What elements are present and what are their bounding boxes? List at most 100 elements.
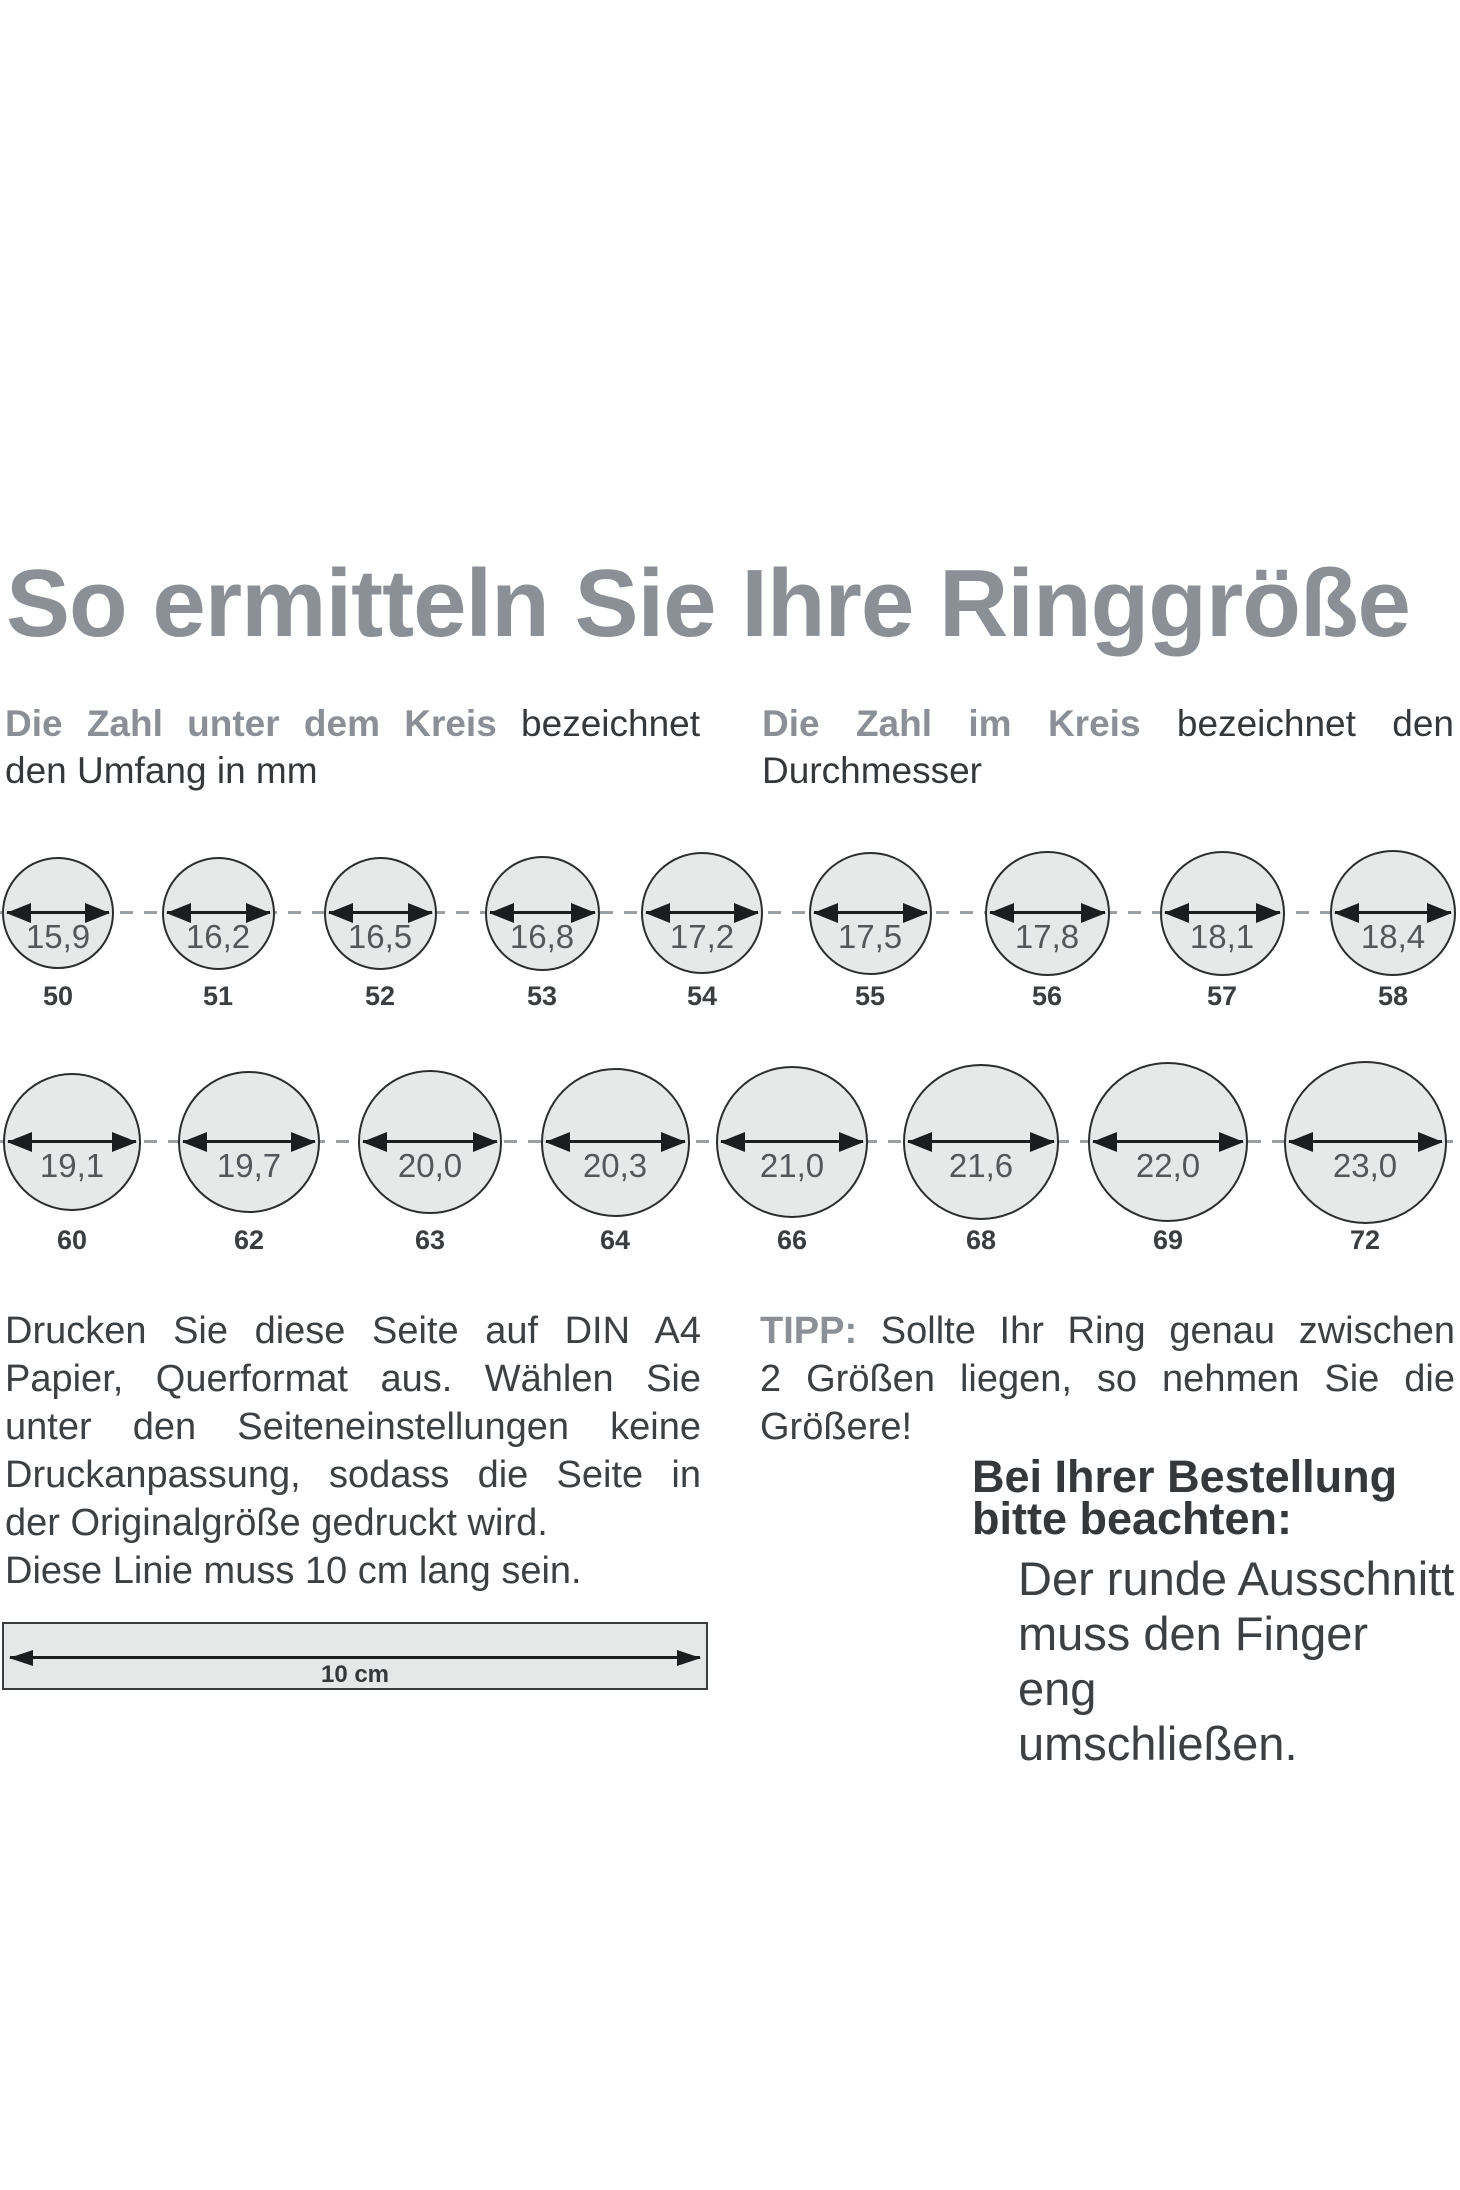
ring-size-label: 62 (233, 1225, 265, 1255)
diameter-arrow-icon (989, 911, 1105, 914)
print-instructions-line: unter den Seiteneinstellungen keine (5, 1406, 701, 1448)
diameter-note-lead: Die Zahl im Kreis (762, 703, 1141, 744)
ring-size-circle: 18,4 (1330, 850, 1456, 976)
diameter-value: 20,3 (582, 1147, 648, 1184)
ring-size-label: 69 (1152, 1225, 1184, 1255)
circumference-note-tail: bezeichnet (521, 703, 701, 744)
circumference-note-line2: den Umfang in mm (5, 750, 318, 791)
page-title: So ermitteln Sie Ihre Ringgröße (6, 550, 1411, 657)
diameter-value: 15,9 (25, 918, 91, 955)
diameter-value: 18,4 (1360, 918, 1426, 955)
diameter-arrow-icon (813, 911, 927, 914)
diameter-note-line1: Die Zahl im Kreis bezeichnet den (762, 700, 1454, 747)
diameter-value: 23,0 (1332, 1147, 1398, 1184)
ring-size-circle: 17,2 (641, 852, 763, 974)
ring-size-circle: 17,5 (808, 851, 932, 975)
print-instructions-line: Drucken Sie diese Seite auf DIN A4 (5, 1310, 701, 1352)
ring-size-circle: 20,3 (540, 1067, 690, 1217)
diameter-value: 20,0 (397, 1147, 463, 1184)
tip-line3: Größere! (760, 1406, 913, 1448)
print-instructions-line: der Originalgröße gedruckt wird. (5, 1502, 548, 1544)
ring-size-circle: 23,0 (1283, 1060, 1447, 1224)
circumference-note-lead: Die Zahl unter dem Kreis (5, 703, 497, 744)
circumference-note: Die Zahl unter dem Kreis bezeichnet den … (5, 700, 700, 794)
tip-line2: 2 Größen liegen, so nehmen Sie die (760, 1358, 1455, 1400)
diameter-arrow-icon (166, 911, 270, 914)
ring-size-label: 51 (202, 981, 234, 1011)
ten-cm-ruler: 10 cm (2, 1622, 708, 1690)
diameter-arrow-icon (1335, 911, 1451, 914)
ring-size-label: 64 (599, 1225, 631, 1255)
diameter-value: 18,1 (1189, 918, 1255, 955)
diameter-note-tail: bezeichnet den (1176, 703, 1455, 744)
order-note-body-line2: muss den Finger eng (1018, 1607, 1369, 1715)
ring-size-circle: 18,1 (1159, 850, 1285, 976)
diameter-value: 16,8 (509, 918, 575, 955)
ring-size-circle: 19,7 (178, 1071, 320, 1213)
tip-line1-rest: Sollte Ihr Ring genau zwischen (880, 1310, 1455, 1352)
diameter-arrow-icon (8, 1140, 136, 1143)
diameter-arrow-icon (721, 1140, 863, 1143)
diameter-note: Die Zahl im Kreis bezeichnet den Durchme… (762, 700, 1454, 794)
ring-size-circle: 19,1 (3, 1073, 141, 1211)
diameter-arrow-icon (646, 911, 758, 914)
diameter-value: 16,2 (185, 918, 251, 955)
order-note-heading-line1: Bei Ihrer Bestellung (972, 1451, 1398, 1502)
diameter-value: 19,1 (39, 1147, 105, 1184)
print-instructions-line: Diese Linie muss 10 cm lang sein. (5, 1550, 582, 1592)
ring-size-circle: 22,0 (1088, 1062, 1248, 1222)
ring-size-label: 66 (776, 1225, 808, 1255)
print-instructions-line: Druckanpassung, sodass die Seite in (5, 1454, 701, 1496)
diameter-arrow-icon (1093, 1140, 1243, 1143)
ring-size-circle: 15,9 (2, 857, 114, 969)
ring-size-circle: 16,5 (323, 856, 437, 970)
ring-size-label: 60 (56, 1225, 88, 1255)
diameter-arrow-icon (363, 1140, 497, 1143)
diameter-value: 21,6 (948, 1147, 1014, 1184)
order-note-body-line1: Der runde Ausschnitt (1018, 1552, 1455, 1605)
tip-line1: TIPP: Sollte Ihr Ring genau zwischen (760, 1307, 1455, 1355)
ring-size-label: 54 (686, 981, 718, 1011)
ring-size-label: 68 (965, 1225, 997, 1255)
diameter-value: 17,8 (1014, 918, 1080, 955)
order-note-heading: Bei Ihrer Bestellung bitte beachten: (972, 1451, 1442, 1544)
diameter-arrow-icon (1288, 1140, 1442, 1143)
ring-size-label: 63 (414, 1225, 446, 1255)
ring-size-label: 57 (1206, 981, 1238, 1011)
ruler-label: 10 cm (320, 1661, 390, 1688)
ring-size-label: 50 (42, 981, 74, 1011)
order-note-heading-line2: bitte beachten: (972, 1493, 1293, 1544)
diameter-value: 17,2 (669, 918, 735, 955)
print-instructions: Drucken Sie diese Seite auf DIN A4 Papie… (5, 1307, 701, 1595)
diameter-value: 16,5 (347, 918, 413, 955)
diameter-arrow-icon (908, 1140, 1054, 1143)
ring-size-circle: 20,0 (358, 1070, 502, 1214)
ring-size-label: 58 (1377, 981, 1409, 1011)
ruler-arrow-icon (10, 1656, 700, 1659)
diameter-value: 17,5 (837, 918, 903, 955)
diameter-note-line2: Durchmesser (762, 750, 982, 791)
ring-size-circle: 21,0 (716, 1066, 868, 1218)
diameter-arrow-icon (1164, 911, 1280, 914)
diameter-arrow-icon (489, 911, 595, 914)
tip-label: TIPP: (760, 1310, 858, 1352)
ring-size-circle: 16,2 (161, 856, 275, 970)
ring-size-circle: 16,8 (484, 855, 600, 971)
ring-size-circle: 17,8 (984, 850, 1110, 976)
ring-size-label: 53 (526, 981, 558, 1011)
diameter-arrow-icon (328, 911, 432, 914)
ring-size-circle: 21,6 (903, 1064, 1059, 1220)
ring-size-label: 52 (364, 981, 396, 1011)
ring-size-label: 55 (854, 981, 886, 1011)
diameter-arrow-icon (183, 1140, 315, 1143)
ring-size-label: 56 (1031, 981, 1063, 1011)
tip-note: TIPP: Sollte Ihr Ring genau zwischen 2 G… (760, 1307, 1455, 1451)
diameter-value: 21,0 (759, 1147, 825, 1184)
ring-size-label: 72 (1349, 1225, 1381, 1255)
order-note-body-line3: umschließen. (1018, 1717, 1298, 1770)
diameter-value: 19,7 (216, 1147, 282, 1184)
diameter-arrow-icon (545, 1140, 685, 1143)
circumference-note-line1: Die Zahl unter dem Kreis bezeichnet (5, 700, 700, 747)
diameter-value: 22,0 (1135, 1147, 1201, 1184)
